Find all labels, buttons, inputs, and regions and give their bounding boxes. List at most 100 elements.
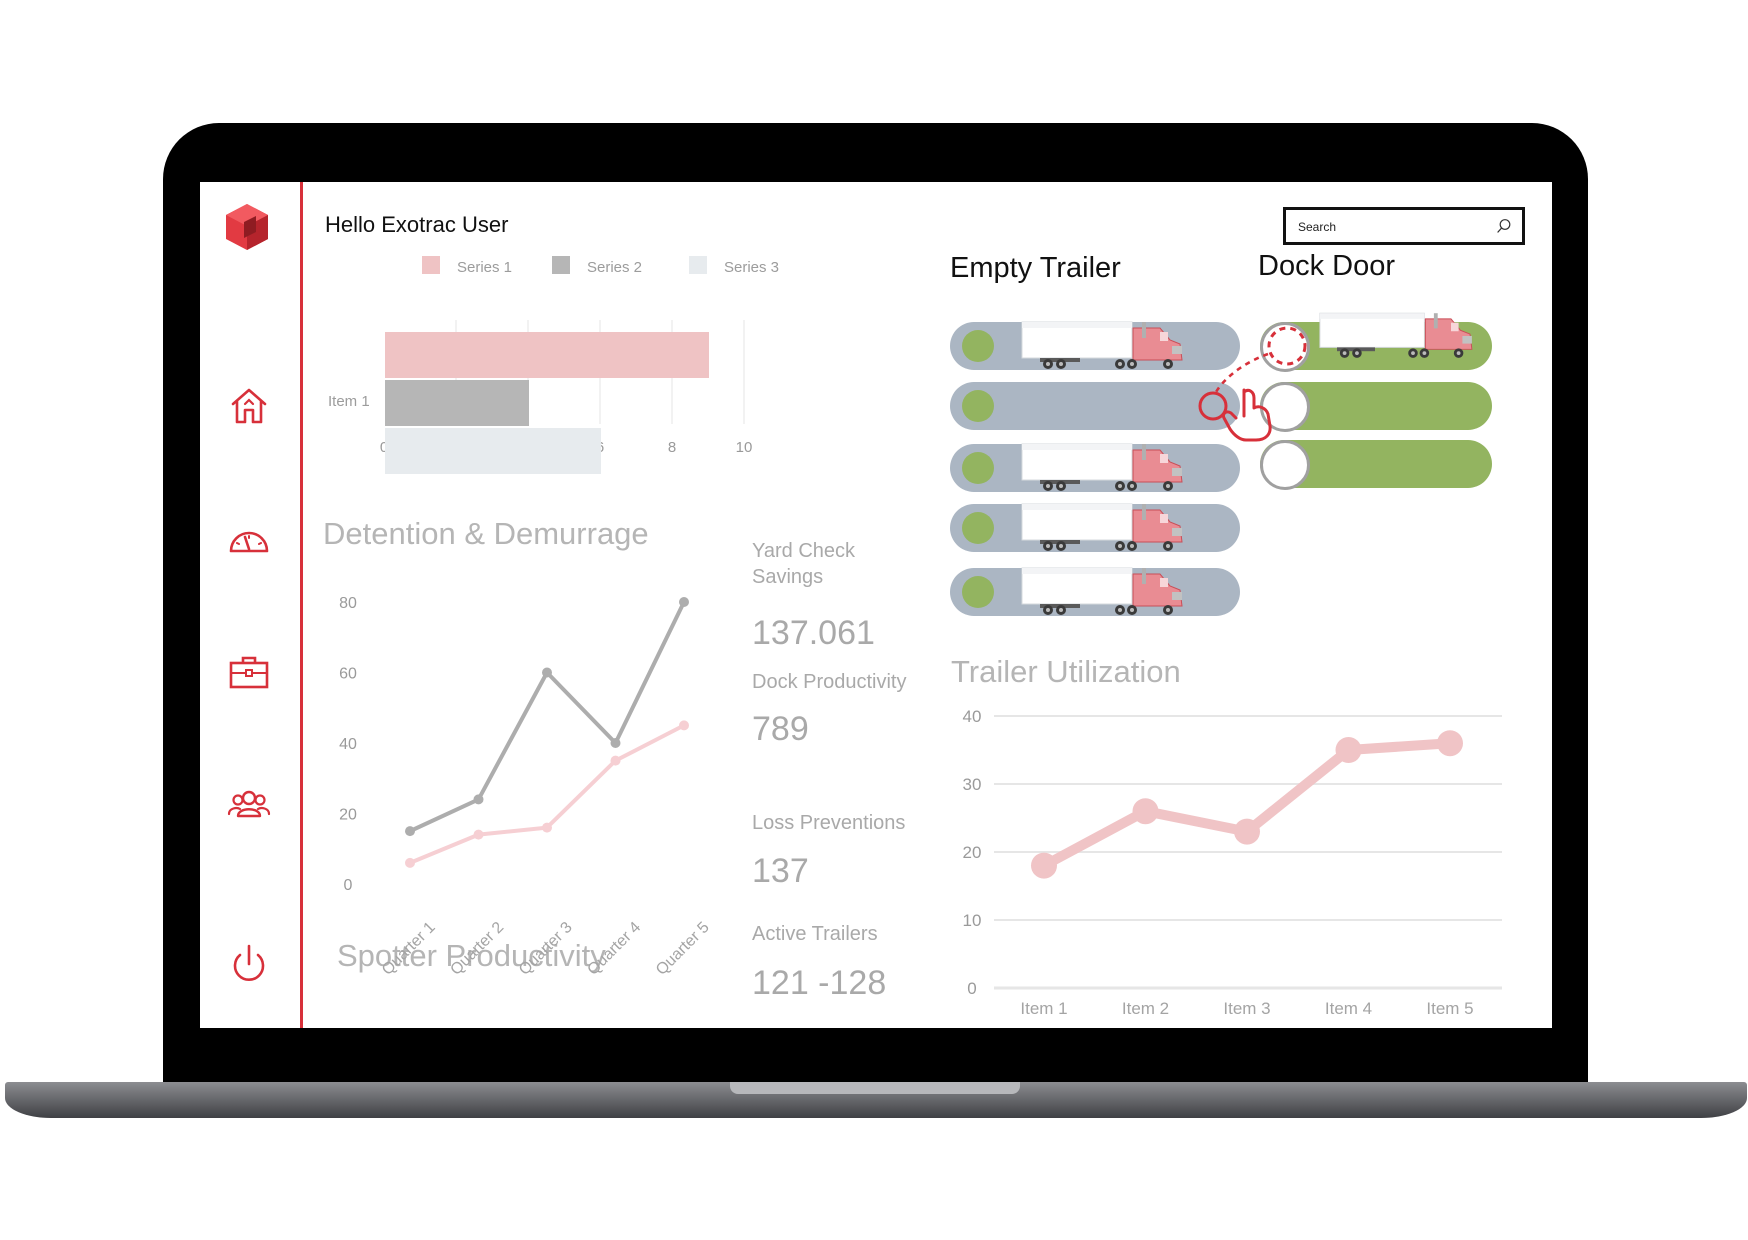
empty-trailer-slot[interactable] [950, 503, 1240, 552]
util-y-tick-label: 20 [963, 843, 982, 862]
bar-x-tick-label: 6 [596, 439, 604, 456]
bar [385, 428, 601, 474]
greeting-text: Hello Exotrac User [325, 212, 509, 237]
empty-trailer-slot[interactable] [950, 567, 1240, 616]
truck-icon [1021, 503, 1183, 551]
dock-door-ring[interactable] [1260, 382, 1310, 432]
dock-door-slot[interactable] [1260, 312, 1492, 372]
dock-door-slot[interactable] [1260, 382, 1492, 432]
data-point [679, 597, 689, 607]
util-y-tick-label: 0 [967, 979, 976, 998]
line-y-tick-label: 40 [339, 736, 357, 753]
legend-label: Series 1 [457, 259, 512, 276]
data-point [473, 794, 484, 805]
truck-icon [1021, 321, 1183, 369]
util-data-point [1234, 818, 1260, 845]
bar-category-label: Item 1 [328, 393, 370, 410]
bar [385, 380, 529, 426]
kpi-value: 789 [752, 710, 809, 748]
line-y-tick-label: 60 [339, 666, 357, 683]
legend-label: Series 3 [724, 259, 779, 276]
bar-x-tick-label: 4 [524, 439, 532, 456]
kpi-label: Loss Preventions [752, 812, 906, 834]
util-x-tick-label: Item 4 [1325, 999, 1372, 1018]
speedometer-icon[interactable] [225, 515, 273, 563]
line-y-tick-label: 80 [339, 595, 357, 612]
dock-door-slot[interactable] [1260, 440, 1492, 490]
empty-trailer-title: Empty Trailer [950, 252, 1121, 284]
kpi-label: Savings [752, 566, 824, 588]
data-point [405, 857, 415, 868]
status-dot [962, 576, 994, 608]
util-data-point [1335, 737, 1362, 763]
kpi-label: Active Trailers [752, 923, 878, 945]
util-data-point [1437, 730, 1463, 757]
kpi-label: Yard Check [752, 540, 856, 562]
sidebar [200, 182, 303, 1028]
laptop-notch [730, 1082, 1020, 1094]
line-y-tick-label: 20 [339, 807, 357, 824]
drag-hint-icon [1198, 326, 1307, 442]
legend-swatch [422, 256, 440, 274]
empty-trailer-slot[interactable] [950, 321, 1240, 370]
util-x-tick-label: Item 1 [1020, 999, 1067, 1018]
util-y-tick-label: 30 [963, 775, 982, 794]
bar [385, 332, 709, 378]
bar-x-tick-label: 8 [668, 439, 676, 456]
util-y-tick-label: 40 [963, 707, 982, 726]
util-x-tick-label: Item 5 [1426, 999, 1473, 1018]
home-icon[interactable] [225, 382, 273, 430]
status-dot [962, 330, 994, 362]
bar-x-tick-label: 2 [452, 439, 460, 456]
util-data-point [1132, 798, 1159, 825]
search-box[interactable] [1283, 207, 1525, 245]
line-y-tick-label: 0 [344, 877, 353, 894]
status-dot [962, 390, 994, 422]
series-line [409, 601, 686, 833]
truck-icon [1021, 443, 1183, 491]
status-dot [962, 452, 994, 484]
search-input[interactable] [1296, 216, 1490, 238]
dock-door-ring[interactable] [1260, 322, 1310, 372]
data-point [542, 667, 552, 678]
util-series-line [1039, 738, 1455, 871]
legend-swatch [689, 256, 707, 274]
truck-icon [1319, 312, 1473, 358]
data-point [610, 738, 621, 748]
data-point [473, 829, 484, 840]
kpi-label: Dock Productivity [752, 671, 907, 693]
trailer-utilization-title: Trailer Utilization [951, 654, 1181, 689]
line-x-tick-label: Quarter 5 [653, 919, 713, 979]
dock-door-ring[interactable] [1260, 440, 1310, 490]
data-point [610, 755, 621, 766]
kpi-value: 121 -128 [752, 964, 887, 1002]
data-point [679, 720, 689, 731]
spotter-title: Spotter Productivity [337, 938, 606, 973]
empty-trailer-slot[interactable] [950, 443, 1240, 492]
data-point [542, 822, 552, 833]
users-icon[interactable] [225, 780, 273, 828]
search-icon[interactable] [1496, 218, 1512, 234]
series-line [409, 723, 685, 865]
util-y-tick-label: 10 [963, 911, 982, 930]
util-data-point [1031, 852, 1057, 879]
series-bar-chart: 0 2 4 6 8 10 Series 1 Series 2 Series 3 Item 1 [328, 256, 779, 474]
kpi-value: 137.061 [752, 614, 875, 652]
status-dot [962, 512, 994, 544]
data-point [405, 826, 415, 837]
detention-title: Detention & Demurrage [323, 516, 649, 551]
bar-x-tick-label: 0 [380, 439, 388, 456]
legend-label: Series 2 [587, 259, 642, 276]
empty-trailer-slot[interactable] [950, 382, 1240, 430]
dock-door-title: Dock Door [1258, 250, 1395, 282]
briefcase-icon[interactable] [225, 648, 273, 696]
cube-logo-icon [226, 204, 268, 250]
kpi-value: 137 [752, 852, 809, 890]
util-x-tick-label: Item 3 [1223, 999, 1270, 1018]
power-icon[interactable] [225, 940, 273, 988]
bar-x-tick-label: 10 [736, 439, 753, 456]
util-x-tick-label: Item 2 [1122, 999, 1169, 1018]
app-screen: Hello Exotrac User 0 2 4 6 8 10 Series 1 Series… [200, 182, 1552, 1028]
trailer-utilization-chart: 0 10 20 30 40 Item 1 Item 2 Item 3 Item 4 Item 5 [963, 707, 1502, 1018]
